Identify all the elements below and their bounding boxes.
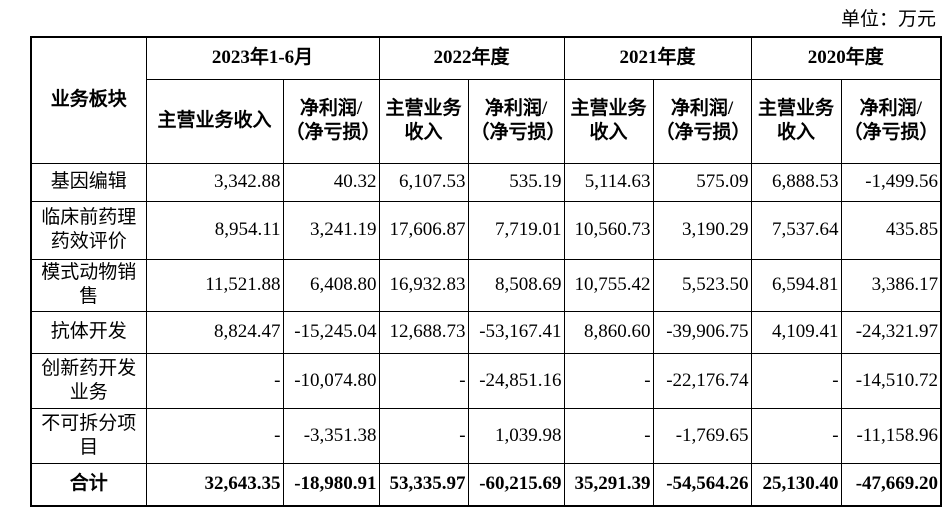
sub-header: 主营业务收入: [145, 78, 284, 164]
cell: -14,510.72: [840, 352, 942, 409]
unit-label: 单位：万元: [840, 9, 936, 30]
row-label: 基因编辑: [30, 162, 147, 202]
data-row: 基因编辑 3,342.88 40.32 6,107.53 535.19 5,114.63 5…: [30, 162, 942, 202]
cell: 8,824.47: [145, 310, 284, 354]
cell: 8,954.11: [145, 200, 284, 260]
cell: 6,594.81: [750, 258, 842, 312]
year-header: 2022年度: [378, 36, 565, 80]
cell: 4,109.41: [750, 310, 842, 354]
cell: -22,176.74: [652, 352, 752, 409]
cell: -: [145, 407, 284, 464]
data-table: 业务板块 2023年1-6月 2022年度 2021年度 2020年度 主营业务收入 净利润…: [30, 36, 943, 507]
cell: -10,074.80: [282, 352, 380, 409]
cell: -24,851.16: [467, 352, 565, 409]
cell: -: [750, 352, 842, 409]
cell: 17,606.87: [378, 200, 469, 260]
subheader-row: 主营业务收入 净利润/（净亏损） 主营业务收入 净利润/（净亏损） 主营业务收入 净利润/…: [31, 78, 942, 164]
cell: 16,932.83: [378, 258, 469, 312]
cell: 3,241.19: [282, 200, 380, 260]
cell: 3,342.88: [145, 162, 284, 202]
total-cell: 25,130.40: [750, 462, 842, 507]
cell: 3,386.17: [840, 258, 942, 312]
sub-header: 净利润/（净亏损）: [840, 78, 942, 164]
cell: -1,769.65: [652, 407, 752, 464]
cell: -: [378, 407, 469, 464]
cell: -: [378, 352, 469, 409]
cell: 1,039.98: [467, 407, 565, 464]
data-row: 不可拆分项目 - -3,351.38-1,039.98- -1,769.65- -11,…: [30, 407, 942, 464]
data-row: 模式动物销售 11,521.88 6,408.80 16,932.83 8,508.69…: [30, 258, 942, 312]
corner-header: 业务板块: [30, 36, 147, 164]
cell: 40.32: [282, 162, 380, 202]
cell: -: [563, 407, 654, 464]
row-label: 临床前药理药效评价: [30, 200, 147, 260]
cell: 7,719.01: [467, 200, 565, 260]
cell: -1,499.56: [840, 162, 942, 202]
total-cell: -54,564.26: [652, 462, 752, 507]
total-cell: 35,291.39: [563, 462, 654, 507]
cell: -: [750, 407, 842, 464]
cell: 575.09: [652, 162, 752, 202]
cell: -3,351.38: [282, 407, 380, 464]
cell: 3,190.29: [652, 200, 752, 260]
cell: -39,906.75: [652, 310, 752, 354]
cell: -15,245.04: [282, 310, 380, 354]
cell: 6,408.80: [282, 258, 380, 312]
total-cell: -60,215.69: [467, 462, 565, 507]
cell: 535.19: [467, 162, 565, 202]
cell: -24,321.97: [840, 310, 942, 354]
cell: 12,688.73: [378, 310, 469, 354]
total-cell: 53,335.97: [378, 462, 469, 507]
sub-header: 主营业务收入: [563, 78, 654, 164]
cell: -11,158.96: [840, 407, 942, 464]
total-cell: 32,643.35: [145, 462, 284, 507]
cell: 8,508.69: [467, 258, 565, 312]
cell: 10,755.42: [563, 258, 654, 312]
sub-header: 净利润/（净亏损）: [282, 78, 381, 164]
total-label: 合计: [30, 462, 147, 507]
row-label: 模式动物销售: [30, 258, 147, 312]
data-row: 抗体开发 8,824.47 -15,245.04 12,688.73 -53,167.4…: [30, 310, 942, 354]
data-row: 创新药开发业务 - -10,074.80- -24,851.16- -22,176.74…: [30, 352, 942, 409]
cell: 11,521.88: [145, 258, 284, 312]
row-label: 不可拆分项目: [30, 407, 147, 464]
cell: 10,560.73: [563, 200, 654, 260]
cell: 435.85: [840, 200, 942, 260]
cell: 7,537.64: [750, 200, 842, 260]
cell: 6,888.53: [750, 162, 842, 202]
row-label: 创新药开发业务: [30, 352, 147, 409]
cell: -: [145, 352, 284, 409]
sub-header: 主营业务收入: [378, 78, 469, 164]
cell: 6,107.53: [378, 162, 469, 202]
sub-header: 净利润/（净亏损）: [652, 78, 752, 164]
row-label: 抗体开发: [30, 310, 147, 354]
data-row: 临床前药理药效评价 8,954.11 3,241.19 17,606.87 7,719.…: [30, 200, 942, 260]
cell: -53,167.41: [467, 310, 565, 354]
total-cell: -18,980.91: [282, 462, 380, 507]
cell: 5,523.50: [652, 258, 752, 312]
total-cell: -47,669.20: [840, 462, 942, 507]
sub-header: 主营业务收入: [750, 78, 842, 164]
total-row: 合计 32,643.35 -18,980.91 53,335.97 -60,215.69…: [30, 462, 942, 507]
year-header: 2021年度: [563, 36, 752, 80]
cell: 8,860.60: [563, 310, 654, 354]
year-header: 2023年1-6月: [145, 36, 380, 80]
year-header: 2020年度: [750, 36, 942, 80]
header-row: 业务板块 2023年1-6月 2022年度 2021年度 2020年度: [30, 36, 942, 164]
sub-header: 净利润/（净亏损）: [467, 78, 566, 164]
cell: 5,114.63: [563, 162, 654, 202]
cell: -: [563, 352, 654, 409]
